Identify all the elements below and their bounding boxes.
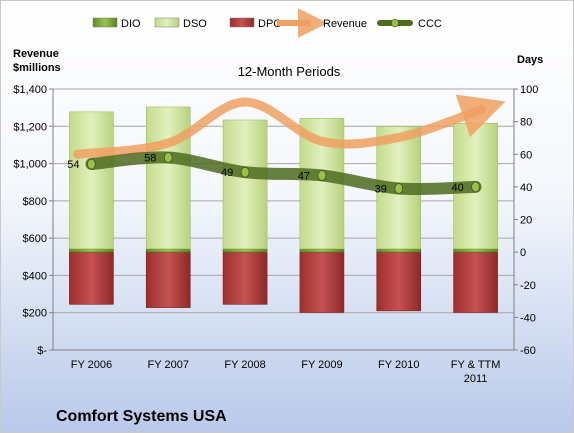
legend-item-revenue: Revenue bbox=[277, 8, 367, 38]
legend-label: DSO bbox=[183, 18, 207, 30]
dso-bar bbox=[222, 119, 268, 250]
left-tick-label: $1,200 bbox=[13, 121, 47, 133]
ccc-point bbox=[317, 170, 327, 181]
right-axis-title: Days bbox=[517, 54, 543, 66]
right-tick-label: 40 bbox=[520, 182, 532, 194]
legend-swatch bbox=[229, 17, 255, 28]
revenue-line bbox=[72, 94, 506, 159]
legend-item-ccc: CCC bbox=[377, 18, 442, 30]
left-tick-label: $1,400 bbox=[13, 84, 47, 96]
ccc-data-label: 54 bbox=[67, 159, 79, 171]
ccc-data-label: 47 bbox=[298, 170, 310, 182]
legend-swatch bbox=[154, 17, 180, 28]
ccc-point bbox=[163, 152, 173, 163]
category-label: FY & TTM bbox=[451, 359, 501, 371]
left-axis-title-line2: $millions bbox=[13, 62, 61, 74]
category-label: 2011 bbox=[464, 373, 488, 385]
chart-subtitle: 12-Month Periods bbox=[238, 64, 341, 79]
category-label: FY 2008 bbox=[224, 359, 265, 371]
ccc-point bbox=[87, 158, 96, 170]
left-tick-label: $1,000 bbox=[13, 159, 47, 171]
right-tick-label: 0 bbox=[520, 247, 526, 259]
left-tick-label: $- bbox=[37, 345, 47, 357]
company-name: Comfort Systems USA bbox=[56, 408, 227, 425]
dpo-bar bbox=[453, 251, 498, 313]
left-tick-label: $800 bbox=[23, 196, 47, 208]
ccc-point bbox=[471, 181, 480, 193]
category-label: FY 2009 bbox=[301, 359, 342, 371]
dpo-bar bbox=[69, 251, 114, 305]
dpo-bar bbox=[222, 251, 268, 305]
ccc-point bbox=[394, 183, 404, 194]
dio-bar bbox=[376, 248, 422, 253]
right-tick-label: 100 bbox=[520, 84, 538, 96]
ccc-line bbox=[85, 151, 482, 196]
category-label: FY 2010 bbox=[378, 359, 419, 371]
legend-item-dio: DIO bbox=[92, 17, 141, 30]
left-tick-label: $600 bbox=[23, 233, 47, 245]
ccc-data-label: 49 bbox=[221, 167, 233, 179]
ccc-data-label: 40 bbox=[451, 182, 463, 194]
dio-bar bbox=[69, 248, 114, 253]
dio-bar bbox=[222, 248, 268, 253]
right-tick-label: 80 bbox=[520, 117, 532, 129]
ccc-data-label: 39 bbox=[375, 184, 387, 196]
dso-bar bbox=[145, 106, 191, 250]
legend-label: DIO bbox=[121, 18, 141, 30]
ccc-data-label: 58 bbox=[144, 153, 156, 165]
dio-bar bbox=[453, 248, 498, 253]
category-label: FY 2007 bbox=[148, 359, 189, 371]
right-tick-label: -60 bbox=[520, 345, 536, 357]
legend-marker bbox=[391, 18, 399, 28]
legend-item-dso: DSO bbox=[154, 17, 207, 30]
category-label: FY 2006 bbox=[71, 359, 112, 371]
legend-label: DPO bbox=[258, 18, 282, 30]
left-tick-label: $200 bbox=[23, 308, 47, 320]
legend-swatch bbox=[92, 17, 118, 28]
ccc-point bbox=[240, 166, 250, 178]
left-axis-title-line1: Revenue bbox=[13, 48, 59, 60]
dio-bar bbox=[299, 248, 345, 253]
dio-bar bbox=[145, 248, 191, 253]
dpo-bar bbox=[299, 251, 345, 313]
right-tick-label: 60 bbox=[520, 149, 532, 161]
left-tick-label: $400 bbox=[23, 270, 47, 282]
legend-label: CCC bbox=[418, 18, 442, 30]
legend-label: Revenue bbox=[323, 18, 367, 30]
dpo-bar bbox=[145, 251, 191, 308]
legend-item-dpo: DPO bbox=[229, 17, 282, 30]
dso-bar bbox=[69, 111, 114, 250]
right-tick-label: -40 bbox=[520, 312, 536, 324]
right-tick-label: -20 bbox=[520, 280, 536, 292]
dpo-bar bbox=[376, 251, 422, 312]
right-tick-label: 20 bbox=[520, 215, 532, 227]
